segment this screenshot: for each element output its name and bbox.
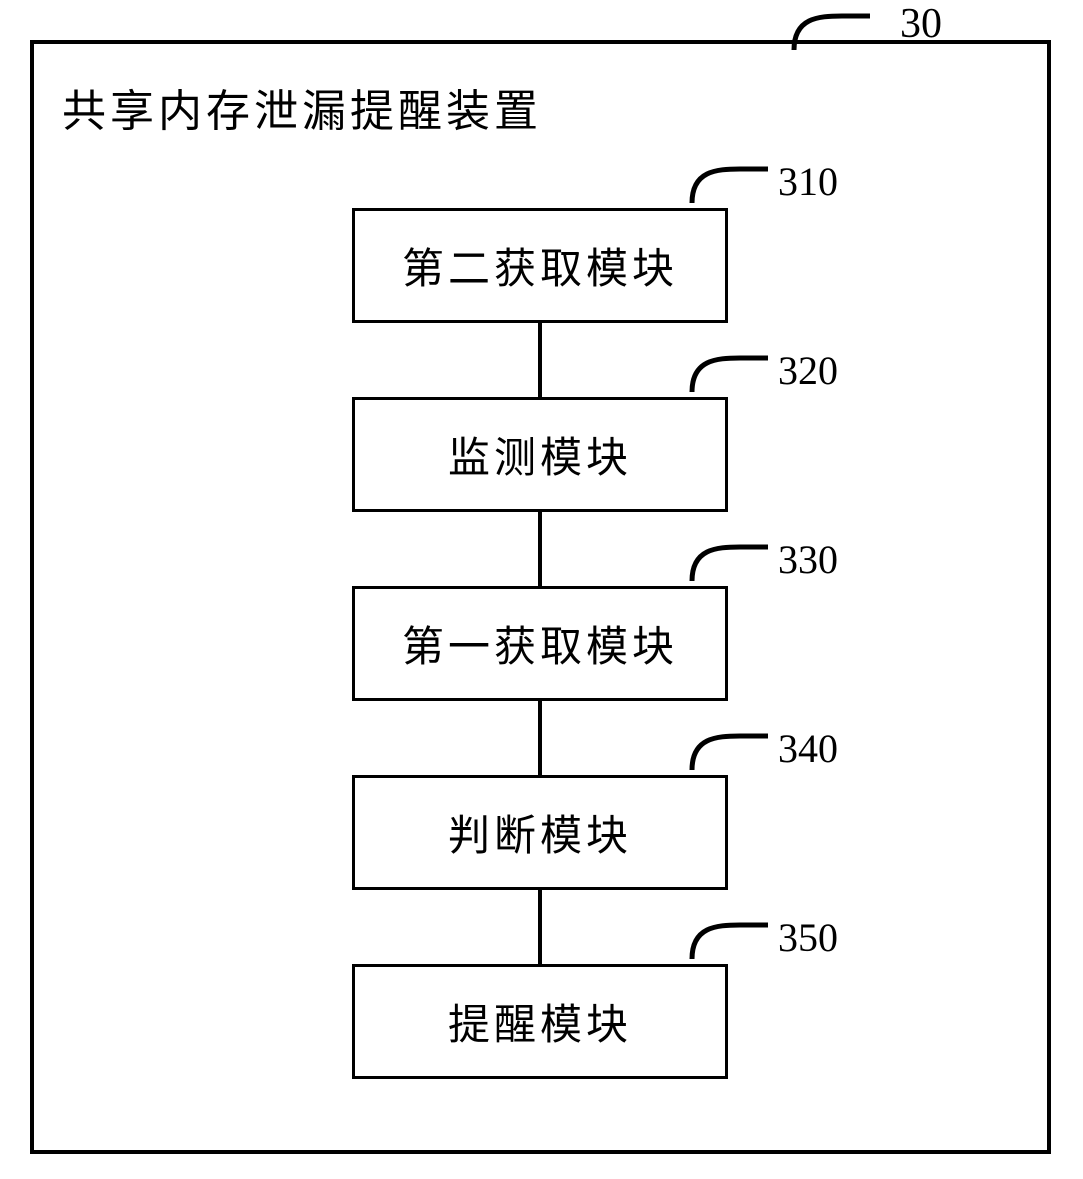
connector-330-340	[538, 701, 542, 775]
connector-310-320	[538, 323, 542, 397]
node-callout-curve-350	[688, 919, 768, 959]
node-label-350: 提醒模块	[448, 991, 632, 1052]
node-330: 第一获取模块	[352, 586, 728, 701]
node-number-310: 310	[778, 158, 838, 205]
node-label-320: 监测模块	[448, 424, 632, 485]
connector-320-330	[538, 512, 542, 586]
node-number-350: 350	[778, 914, 838, 961]
diagram-canvas: 30 共享内存泄漏提醒装置 第二获取模块 310 监测模块 320 第一获取模块 330 判…	[0, 0, 1083, 1179]
outer-callout-curve	[790, 10, 870, 50]
diagram-title: 共享内存泄漏提醒装置	[62, 75, 542, 139]
node-number-320: 320	[778, 347, 838, 394]
outer-number-label: 30	[900, 0, 942, 48]
node-label-330: 第一获取模块	[402, 613, 678, 674]
node-320: 监测模块	[352, 397, 728, 512]
node-number-340: 340	[778, 725, 838, 772]
node-340: 判断模块	[352, 775, 728, 890]
node-number-330: 330	[778, 536, 838, 583]
node-callout-curve-330	[688, 541, 768, 581]
node-callout-curve-320	[688, 352, 768, 392]
connector-340-350	[538, 890, 542, 964]
node-310: 第二获取模块	[352, 208, 728, 323]
node-label-340: 判断模块	[448, 802, 632, 863]
node-350: 提醒模块	[352, 964, 728, 1079]
node-label-310: 第二获取模块	[402, 235, 678, 296]
node-callout-curve-310	[688, 163, 768, 203]
node-callout-curve-340	[688, 730, 768, 770]
